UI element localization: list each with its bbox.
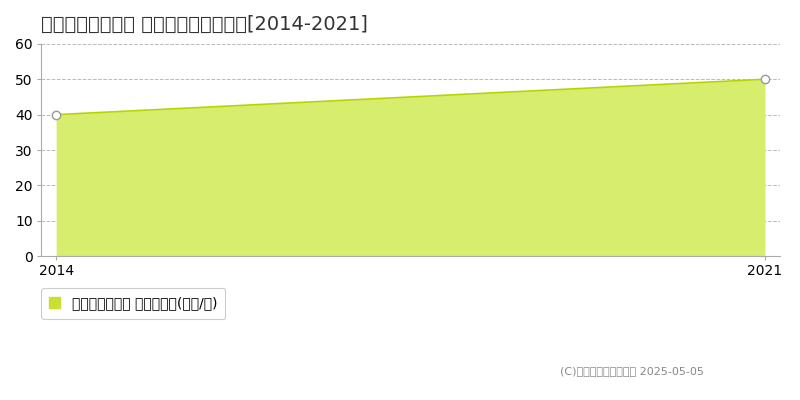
Legend: マンション価格 平均坤単価(万円/坤): マンション価格 平均坤単価(万円/坤)	[41, 288, 226, 319]
Text: あま市七宝町伊福 マンション価格推移[2014-2021]: あま市七宝町伊福 マンション価格推移[2014-2021]	[41, 15, 368, 34]
Text: (C)土地価格ドットコム 2025-05-05: (C)土地価格ドットコム 2025-05-05	[560, 366, 704, 376]
